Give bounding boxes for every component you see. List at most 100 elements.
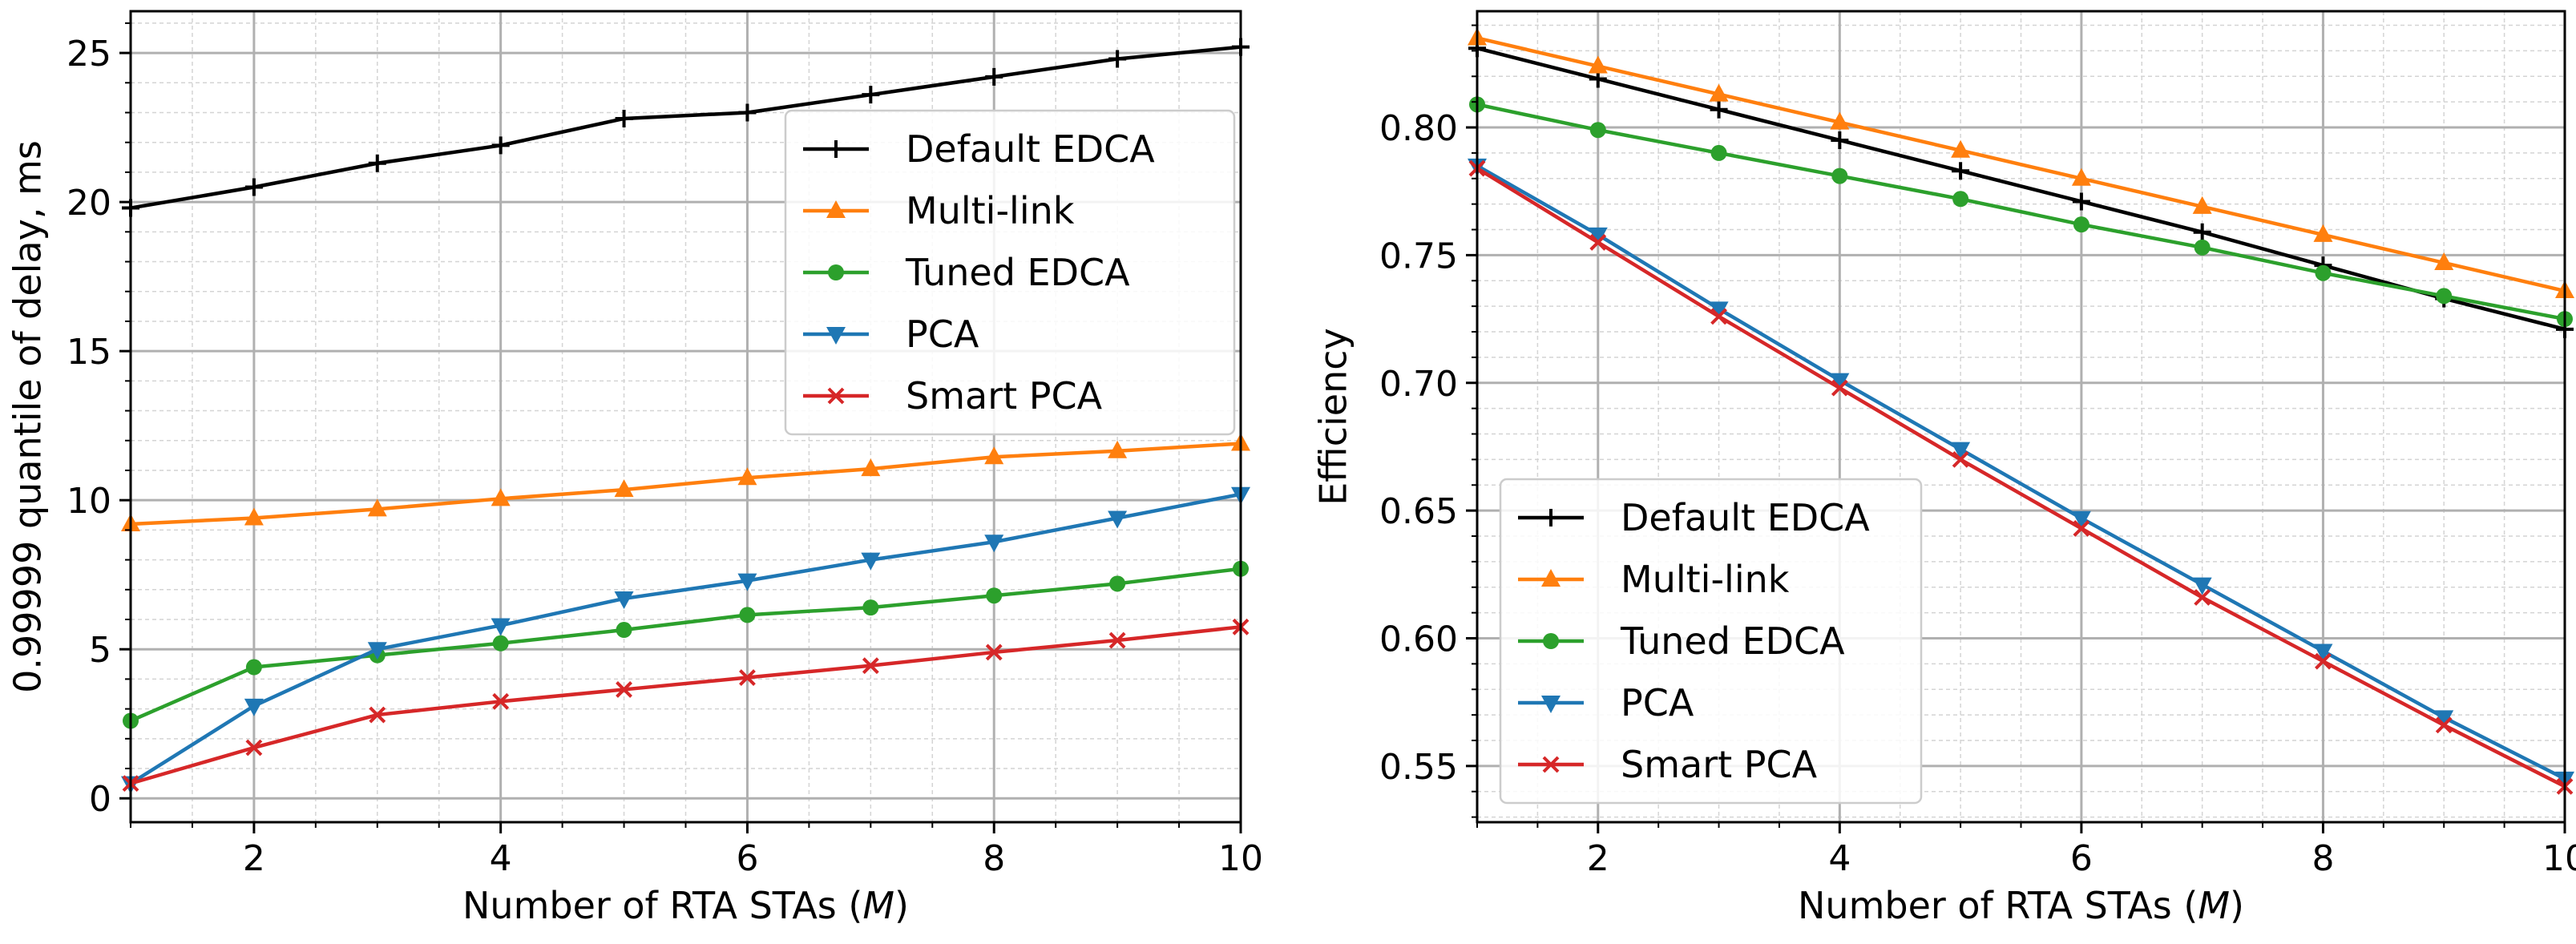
legend-entry: PCA xyxy=(803,313,979,356)
data-point xyxy=(1951,442,1971,460)
legend-marker xyxy=(1541,569,1561,587)
data-point xyxy=(1952,162,1970,180)
data-point xyxy=(2194,589,2211,606)
legend-marker xyxy=(827,140,845,158)
data-point xyxy=(1109,575,1126,592)
data-point xyxy=(369,706,386,724)
data-point xyxy=(368,154,386,172)
x-tick-label: 6 xyxy=(2070,838,2093,879)
data-point xyxy=(2434,710,2454,728)
legend-label: Smart PCA xyxy=(906,374,1103,418)
legend-entry: Default EDCA xyxy=(803,127,1155,171)
data-point xyxy=(1830,373,1850,391)
data-point xyxy=(1831,167,1848,184)
y-axis-label: 0.99999 quantile of delay, ms xyxy=(6,140,50,693)
legend-entry: Default EDCA xyxy=(1518,496,1870,539)
legend-label: Tuned EDCA xyxy=(905,251,1130,294)
data-point xyxy=(2435,716,2453,734)
data-point xyxy=(2315,652,2332,670)
legend-marker xyxy=(1542,509,1560,526)
series-line-smart-pca xyxy=(1476,167,2566,789)
data-point xyxy=(2436,288,2453,305)
legend-label: Multi-link xyxy=(1621,558,1790,601)
data-point xyxy=(2192,577,2212,595)
x-axis: 2 4 6 8 10 xyxy=(1476,822,2576,879)
x-tick-label: 4 xyxy=(490,838,512,879)
data-point xyxy=(614,479,634,498)
data-point xyxy=(2073,216,2089,233)
data-point xyxy=(1589,234,1607,251)
data-point xyxy=(245,739,263,756)
legend: Default EDCA Multi-link Tuned EDCA PCA Smart… xyxy=(1499,478,1923,805)
data-point xyxy=(2072,192,2090,211)
x-axis-label: Number of RTA STAs (M) xyxy=(462,884,909,927)
data-point xyxy=(367,642,387,660)
data-point xyxy=(862,657,879,675)
y-axis: 0 5 10 15 20 25 xyxy=(67,22,131,820)
x-tick-label: 8 xyxy=(983,838,1005,879)
data-point xyxy=(738,103,757,122)
data-point xyxy=(1710,308,1727,325)
x-axis: 2 4 6 8 10 xyxy=(130,822,1263,879)
data-point xyxy=(492,692,510,710)
data-point xyxy=(1108,631,1126,649)
legend-box xyxy=(784,109,1236,436)
data-point xyxy=(1831,131,1849,149)
data-point xyxy=(2192,196,2212,214)
legend-label: Default EDCA xyxy=(906,127,1155,171)
legend-marker xyxy=(827,387,845,405)
data-point xyxy=(1588,227,1608,245)
data-point xyxy=(2071,510,2091,529)
data-point xyxy=(1709,301,1729,320)
y-tick-label: 0 xyxy=(89,779,111,820)
data-point xyxy=(1108,440,1128,458)
data-point xyxy=(1830,111,1850,130)
data-point xyxy=(739,607,756,623)
data-point xyxy=(491,136,510,155)
legend-entry: PCA xyxy=(1518,681,1694,724)
data-point xyxy=(2315,264,2332,281)
series-group xyxy=(1468,27,2574,795)
data-point xyxy=(1108,50,1127,68)
data-point xyxy=(244,178,263,196)
x-axis-label: Number of RTA STAs (M) xyxy=(1798,884,2244,927)
legend-entry: Smart PCA xyxy=(803,374,1103,418)
data-point xyxy=(739,669,756,686)
legend-entry: Multi-link xyxy=(803,189,1075,232)
x-tick-label: 8 xyxy=(2312,838,2334,879)
series-line-tuned-edca xyxy=(1476,103,2566,321)
legend-label: Smart PCA xyxy=(1621,743,1818,786)
legend-label: PCA xyxy=(906,313,979,356)
data-point xyxy=(1710,144,1727,161)
data-point xyxy=(1589,122,1606,139)
data-point xyxy=(614,591,634,609)
data-point xyxy=(737,467,757,486)
legend-label: PCA xyxy=(1621,681,1694,724)
series-line-multi-link xyxy=(1476,36,2566,293)
data-point xyxy=(367,498,387,517)
legend-marker xyxy=(826,200,846,218)
legend-entry: Tuned EDCA xyxy=(803,251,1130,294)
data-point xyxy=(861,458,881,477)
x-axis-label-end: ) xyxy=(894,884,909,927)
data-point xyxy=(616,681,632,698)
y-tick-label: 10 xyxy=(67,481,111,522)
data-point xyxy=(2434,252,2454,270)
x-axis-label-text: Number of RTA STAs ( xyxy=(462,884,862,927)
legend-marker xyxy=(1542,756,1560,773)
data-point xyxy=(984,446,1004,465)
x-axis-label-variable: M xyxy=(2198,884,2230,927)
series-line-default-edca xyxy=(130,45,1242,210)
data-point xyxy=(2193,223,2211,241)
data-point xyxy=(984,535,1004,553)
data-point xyxy=(491,488,511,506)
y-axis: 0.55 0.60 0.65 0.70 0.75 0.80 xyxy=(1379,24,1477,818)
y-tick-label: 0.75 xyxy=(1379,236,1458,276)
data-point xyxy=(2313,643,2333,662)
data-point xyxy=(1951,139,1971,158)
legend-label: Default EDCA xyxy=(1621,496,1870,539)
data-point xyxy=(492,635,509,652)
data-point xyxy=(1952,191,1969,208)
legend-entry: Multi-link xyxy=(1518,558,1790,601)
data-point xyxy=(862,86,880,104)
